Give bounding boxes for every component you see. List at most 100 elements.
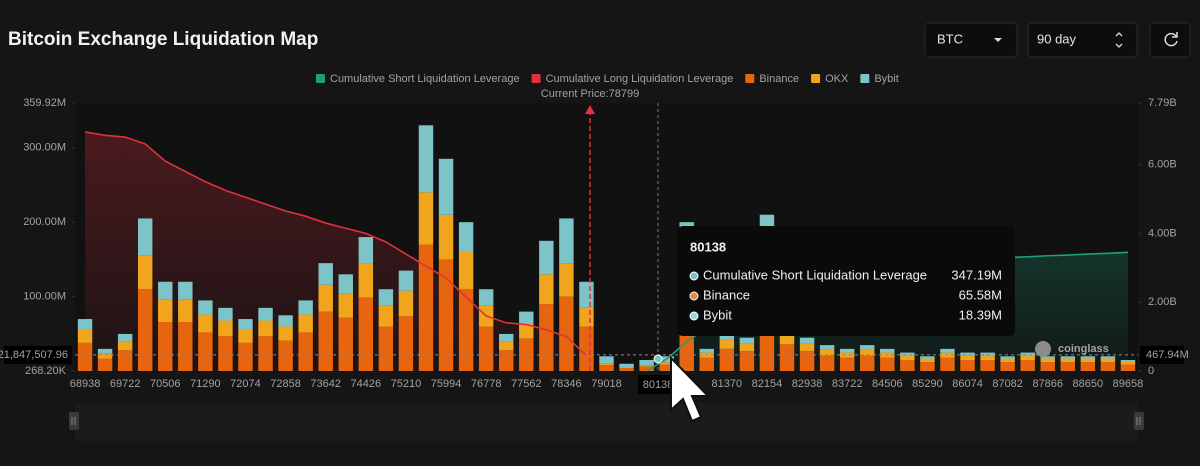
bar-segment bbox=[258, 307, 273, 321]
bar-segment bbox=[639, 366, 654, 371]
bar-segment bbox=[438, 259, 454, 371]
x-tick-label: 87082 bbox=[992, 378, 1023, 390]
bar-segment bbox=[1080, 356, 1096, 359]
x-tick-label: 75210 bbox=[391, 378, 422, 390]
bar-segment bbox=[278, 326, 293, 341]
coin-select[interactable]: BTC bbox=[924, 22, 1018, 58]
bar-segment bbox=[980, 360, 995, 371]
bar-segment bbox=[158, 281, 173, 300]
x-tick-label: 68938 bbox=[70, 378, 101, 390]
bar-segment bbox=[378, 289, 394, 306]
x-tick-label: 73642 bbox=[310, 378, 341, 390]
bar-segment bbox=[117, 350, 133, 371]
bar-segment bbox=[619, 363, 634, 368]
legend-swatch bbox=[860, 74, 870, 83]
bar-segment bbox=[639, 360, 654, 366]
bar-segment bbox=[900, 355, 915, 361]
tooltip-row-value: 347.19M bbox=[951, 267, 1002, 282]
bar-segment bbox=[77, 329, 93, 343]
refresh-button[interactable] bbox=[1149, 22, 1191, 58]
bar-segment bbox=[398, 270, 414, 291]
bar-segment bbox=[158, 322, 173, 371]
bar-segment bbox=[799, 337, 815, 344]
y-tick-label: 300.00M bbox=[23, 142, 66, 154]
bar-segment bbox=[960, 360, 975, 371]
bar-segment bbox=[298, 332, 313, 371]
bar-segment bbox=[1020, 355, 1035, 361]
crosshair-point bbox=[653, 354, 663, 364]
legend-label: Cumulative Long Liquidation Leverage bbox=[546, 73, 734, 85]
x-tick-label: 86074 bbox=[952, 378, 983, 390]
bar-segment bbox=[519, 323, 534, 339]
period-select-value[interactable]: 90 day bbox=[1037, 31, 1077, 46]
tooltip-title: 80138 bbox=[690, 239, 726, 254]
bar-segment bbox=[77, 319, 93, 330]
bar-segment bbox=[539, 304, 554, 371]
bar-segment bbox=[839, 352, 855, 358]
coin-select-value[interactable]: BTC bbox=[937, 31, 963, 46]
bar-segment bbox=[860, 355, 875, 371]
bar-segment bbox=[117, 341, 133, 351]
bar-segment bbox=[739, 337, 755, 344]
bar-segment bbox=[559, 296, 574, 371]
page-title: Bitcoin Exchange Liquidation Map bbox=[8, 29, 318, 50]
y2-tick-label: 0 bbox=[1148, 365, 1154, 377]
bar-segment bbox=[498, 341, 514, 351]
bar-segment bbox=[1040, 356, 1055, 359]
bar-segment bbox=[900, 360, 915, 371]
bar-segment bbox=[318, 311, 333, 371]
bar-segment bbox=[117, 333, 133, 342]
watermark-logo bbox=[1035, 341, 1051, 357]
bar-segment bbox=[960, 352, 975, 356]
tooltip-row-name: Bybit bbox=[703, 307, 732, 322]
bar-segment bbox=[198, 332, 213, 371]
bar-segment bbox=[318, 263, 333, 285]
bar-segment bbox=[458, 222, 474, 252]
bar-segment bbox=[258, 320, 273, 337]
crosshair-y2-box bbox=[1140, 345, 1184, 364]
bar-segment bbox=[278, 340, 293, 371]
bar-segment bbox=[719, 339, 735, 349]
y-tick-label: 268.20K bbox=[25, 365, 67, 377]
bar-segment bbox=[178, 299, 193, 323]
period-select[interactable]: 90 day bbox=[1027, 22, 1138, 58]
bar-segment bbox=[378, 305, 394, 327]
tooltip-box bbox=[677, 226, 1015, 336]
bar-segment bbox=[539, 240, 554, 275]
x-tick-label: 72074 bbox=[230, 378, 261, 390]
bar-segment bbox=[920, 356, 935, 359]
bar-segment bbox=[920, 362, 935, 371]
tooltip-dot bbox=[689, 291, 699, 301]
x-tick-label: 84506 bbox=[872, 378, 903, 390]
bar-segment bbox=[238, 342, 253, 371]
bar-segment bbox=[779, 344, 795, 371]
y-tick-label: 200.00M bbox=[23, 216, 66, 228]
bar-segment bbox=[438, 214, 454, 260]
bar-segment bbox=[338, 293, 353, 318]
y-tick-label: 100.00M bbox=[23, 291, 66, 303]
y2-tick-label: 6.00B bbox=[1148, 158, 1177, 170]
bar-segment bbox=[398, 316, 414, 371]
bar-segment bbox=[238, 329, 253, 343]
bar-segment bbox=[378, 326, 394, 371]
bar-segment bbox=[218, 320, 233, 337]
bar-segment bbox=[1000, 362, 1015, 371]
bar-segment bbox=[719, 348, 735, 371]
bar-segment bbox=[458, 251, 474, 290]
zoom-slider[interactable] bbox=[69, 403, 1144, 441]
bar-segment bbox=[659, 364, 674, 371]
bar-segment bbox=[97, 348, 113, 354]
bar-segment bbox=[799, 351, 815, 371]
bar-segment bbox=[77, 342, 93, 371]
bar-segment bbox=[478, 289, 494, 306]
bar-segment bbox=[418, 192, 434, 245]
bar-segment bbox=[258, 336, 273, 371]
legend-label: Cumulative Short Liquidation Leverage bbox=[330, 73, 520, 85]
x-tick-label: 76778 bbox=[471, 378, 502, 390]
bar-segment bbox=[137, 289, 153, 371]
tooltip-row-value: 18.39M bbox=[959, 307, 1002, 322]
crosshair-y-box bbox=[4, 345, 72, 364]
bar-segment bbox=[1100, 356, 1116, 359]
x-tick-label: 83722 bbox=[832, 378, 863, 390]
bar-segment bbox=[599, 356, 614, 364]
